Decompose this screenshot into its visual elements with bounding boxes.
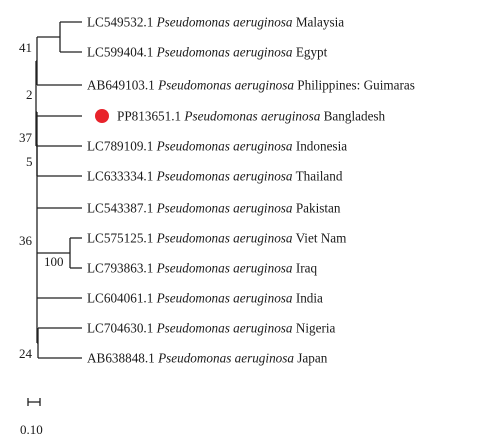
scale-bar-label: 0.10 xyxy=(20,422,43,437)
bootstrap-value: 5 xyxy=(26,154,33,169)
bootstrap-value: 41 xyxy=(19,40,32,55)
taxon-label-iraq: LC793863.1 Pseudomonas aeruginosa Iraq xyxy=(87,261,317,276)
taxon-label-thailand: LC633334.1 Pseudomonas aeruginosa Thaila… xyxy=(87,169,343,184)
tree-branches xyxy=(35,21,82,359)
taxon-label-vietnam: LC575125.1 Pseudomonas aeruginosa Viet N… xyxy=(87,231,347,246)
taxon-label-indonesia: LC789109.1 Pseudomonas aeruginosa Indone… xyxy=(87,139,347,154)
taxon-labels: LC549532.1 Pseudomonas aeruginosa Malays… xyxy=(87,15,415,366)
bootstrap-value: 100 xyxy=(44,254,64,269)
taxon-label-japan: AB638848.1 Pseudomonas aeruginosa Japan xyxy=(87,351,328,366)
taxon-label-egypt: LC599404.1 Pseudomonas aeruginosa Egypt xyxy=(87,45,328,60)
taxon-label-philippines: AB649103.1 Pseudomonas aeruginosa Philip… xyxy=(87,78,415,93)
bootstrap-labels: 41 2 37 5 36 100 24 xyxy=(19,40,64,361)
taxon-label-india: LC604061.1 Pseudomonas aeruginosa India xyxy=(87,291,323,306)
taxon-label-pakistan: LC543387.1 Pseudomonas aeruginosa Pakist… xyxy=(87,201,341,216)
taxon-label-malaysia: LC549532.1 Pseudomonas aeruginosa Malays… xyxy=(87,15,344,30)
scale-bar: 0.10 xyxy=(20,398,43,437)
taxon-label-nigeria: LC704630.1 Pseudomonas aeruginosa Nigeri… xyxy=(87,321,336,336)
highlight-dot-icon xyxy=(95,109,109,123)
bootstrap-value: 36 xyxy=(19,233,33,248)
bootstrap-value: 2 xyxy=(26,87,33,102)
bootstrap-value: 37 xyxy=(19,130,33,145)
bootstrap-value: 24 xyxy=(19,346,33,361)
taxon-label-bangladesh: PP813651.1 Pseudomonas aeruginosa Bangla… xyxy=(117,109,386,124)
